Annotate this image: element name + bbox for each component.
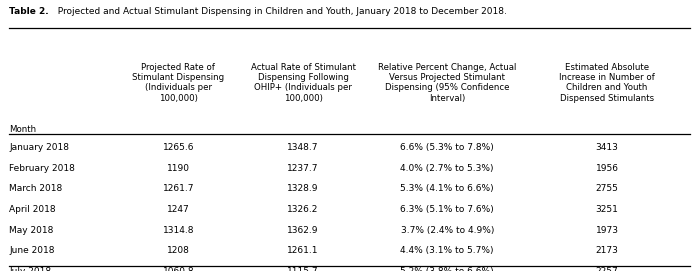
- Text: 6.6% (5.3% to 7.8%): 6.6% (5.3% to 7.8%): [400, 143, 494, 152]
- Text: May 2018: May 2018: [9, 225, 54, 235]
- Text: 1314.8: 1314.8: [163, 225, 194, 235]
- Text: 1190: 1190: [167, 164, 190, 173]
- Text: 1115.7: 1115.7: [287, 267, 319, 271]
- Text: 1237.7: 1237.7: [287, 164, 319, 173]
- Text: 1362.9: 1362.9: [287, 225, 319, 235]
- Text: 1060.8: 1060.8: [163, 267, 194, 271]
- Text: Projected and Actual Stimulant Dispensing in Children and Youth, January 2018 to: Projected and Actual Stimulant Dispensin…: [52, 7, 507, 16]
- Text: 2173: 2173: [596, 246, 619, 255]
- Text: 1973: 1973: [596, 225, 619, 235]
- Text: 3251: 3251: [596, 205, 619, 214]
- Text: February 2018: February 2018: [9, 164, 75, 173]
- Text: 2755: 2755: [596, 184, 619, 193]
- Text: 4.0% (2.7% to 5.3%): 4.0% (2.7% to 5.3%): [400, 164, 494, 173]
- Text: 1328.9: 1328.9: [287, 184, 319, 193]
- Text: April 2018: April 2018: [9, 205, 56, 214]
- Text: 1247: 1247: [167, 205, 190, 214]
- Text: March 2018: March 2018: [9, 184, 63, 193]
- Text: 1326.2: 1326.2: [287, 205, 319, 214]
- Text: Relative Percent Change, Actual
Versus Projected Stimulant
Dispensing (95% Confi: Relative Percent Change, Actual Versus P…: [378, 63, 516, 103]
- Text: 1208: 1208: [167, 246, 190, 255]
- Text: 3.7% (2.4% to 4.9%): 3.7% (2.4% to 4.9%): [400, 225, 494, 235]
- Text: 1265.6: 1265.6: [163, 143, 194, 152]
- Text: Table 2.: Table 2.: [9, 7, 49, 16]
- Text: 1261.1: 1261.1: [287, 246, 319, 255]
- Text: 4.4% (3.1% to 5.7%): 4.4% (3.1% to 5.7%): [400, 246, 494, 255]
- Text: 1348.7: 1348.7: [287, 143, 319, 152]
- Text: Projected Rate of
Stimulant Dispensing
(Individuals per
100,000): Projected Rate of Stimulant Dispensing (…: [132, 63, 224, 103]
- Text: 2257: 2257: [596, 267, 619, 271]
- Text: Actual Rate of Stimulant
Dispensing Following
OHIP+ (Individuals per
100,000): Actual Rate of Stimulant Dispensing Foll…: [250, 63, 356, 103]
- Text: January 2018: January 2018: [9, 143, 69, 152]
- Text: 5.2% (3.8% to 6.6%): 5.2% (3.8% to 6.6%): [400, 267, 494, 271]
- Text: Month: Month: [9, 125, 36, 134]
- Text: 6.3% (5.1% to 7.6%): 6.3% (5.1% to 7.6%): [400, 205, 494, 214]
- Text: Estimated Absolute
Increase in Number of
Children and Youth
Dispensed Stimulants: Estimated Absolute Increase in Number of…: [559, 63, 655, 103]
- Text: 1261.7: 1261.7: [163, 184, 194, 193]
- Text: July 2018: July 2018: [9, 267, 51, 271]
- Text: 1956: 1956: [596, 164, 619, 173]
- Text: 3413: 3413: [596, 143, 619, 152]
- Text: 5.3% (4.1% to 6.6%): 5.3% (4.1% to 6.6%): [400, 184, 494, 193]
- Text: June 2018: June 2018: [9, 246, 54, 255]
